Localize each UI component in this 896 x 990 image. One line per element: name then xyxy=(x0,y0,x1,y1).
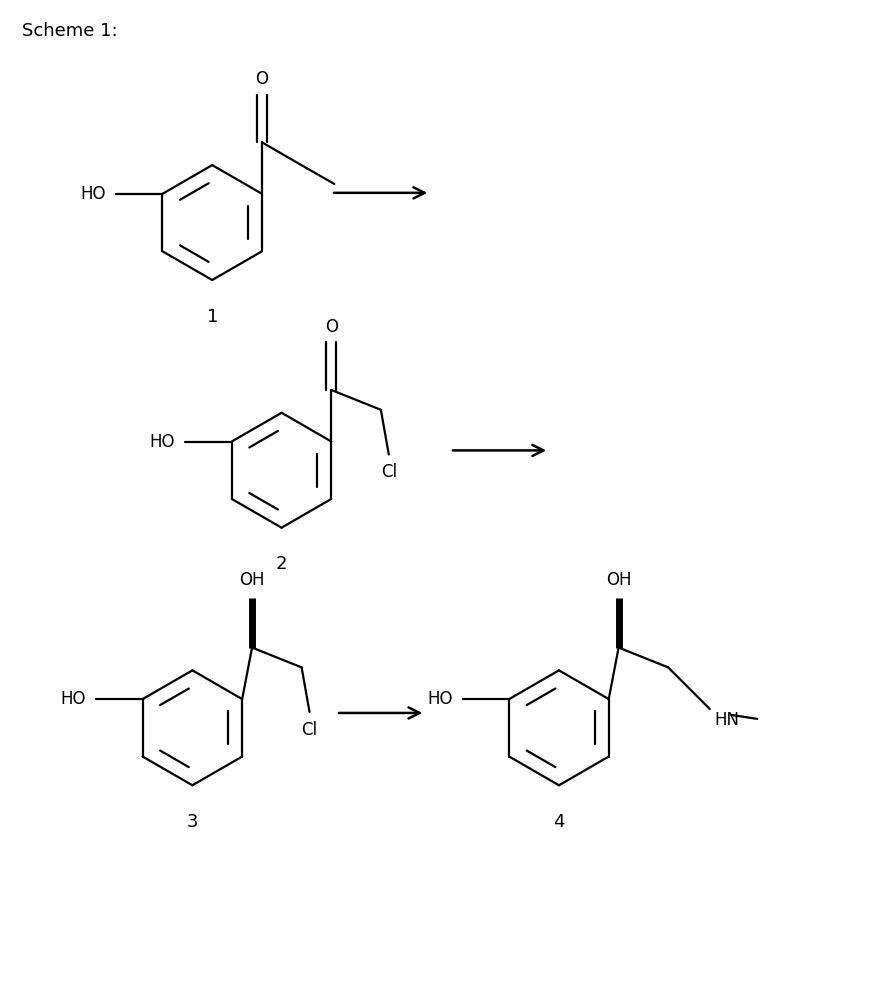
Text: Cl: Cl xyxy=(381,463,397,481)
Text: HO: HO xyxy=(150,433,176,450)
Text: O: O xyxy=(255,70,269,88)
Text: OH: OH xyxy=(239,571,265,589)
Text: O: O xyxy=(325,318,338,336)
Text: 2: 2 xyxy=(276,555,288,573)
Text: 4: 4 xyxy=(553,813,564,831)
Text: HO: HO xyxy=(81,185,106,203)
Text: OH: OH xyxy=(606,571,632,589)
Text: HO: HO xyxy=(61,690,86,708)
Text: 3: 3 xyxy=(186,813,198,831)
Text: Cl: Cl xyxy=(301,721,317,739)
Text: 1: 1 xyxy=(206,308,218,326)
Text: HO: HO xyxy=(427,690,452,708)
Text: Scheme 1:: Scheme 1: xyxy=(22,23,117,41)
Text: HN: HN xyxy=(715,711,740,729)
